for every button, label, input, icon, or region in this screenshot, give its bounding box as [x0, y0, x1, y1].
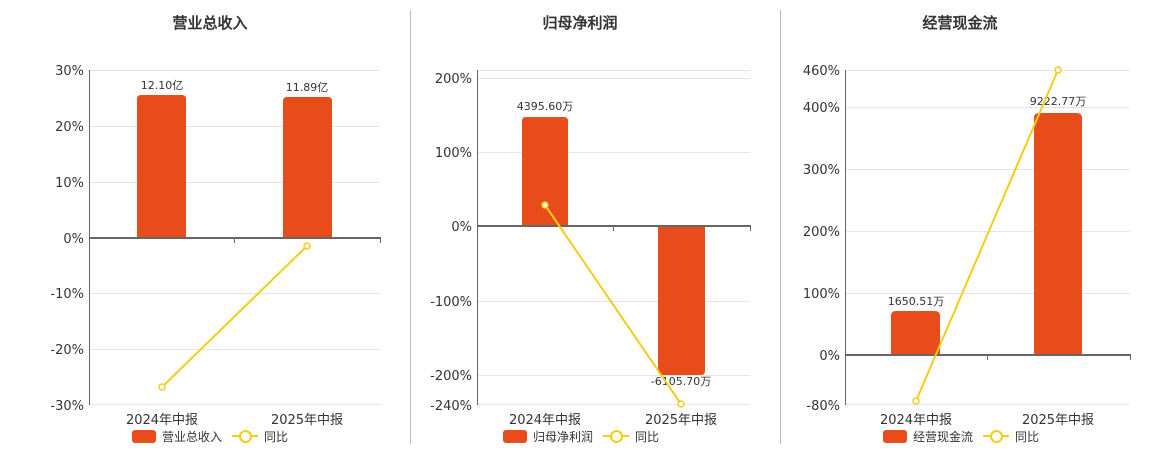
- bar-2024: [891, 311, 940, 355]
- panel-divider: [410, 10, 411, 444]
- chart-legend[interactable]: 归母净利润 同比: [503, 427, 659, 445]
- bar-value-label: 4395.60万: [517, 100, 574, 113]
- chart-panel-revenue: 营业总收入 30% 20% 10% 0% -10% -20% -30% 12.1…: [0, 0, 400, 450]
- y-tick: -10%: [50, 287, 84, 302]
- legend-line-swatch-icon: [232, 429, 259, 443]
- bar-value-label: 9222.77万: [1030, 95, 1087, 108]
- x-label: 2025年中报: [271, 413, 343, 428]
- bar-2025: [1034, 113, 1082, 355]
- x-label: 2025年中报: [645, 413, 717, 428]
- legend-bar-swatch: [503, 429, 527, 443]
- legend-line-swatch-icon: [983, 429, 1010, 443]
- legend-line-label[interactable]: 同比: [264, 429, 289, 444]
- legend-bar-swatch: [132, 429, 156, 443]
- bar-2025: [658, 226, 705, 375]
- y-tick: 0%: [819, 349, 840, 364]
- chart-title: 经营现金流: [922, 14, 998, 32]
- chart-canvas: 30% 20% 10% 0% -10% -20% -30% 12.10亿 11.…: [50, 64, 381, 428]
- y-tick: -240%: [430, 399, 472, 414]
- bar-2024: [522, 117, 568, 226]
- y-tick: 100%: [803, 287, 840, 302]
- bar-value-label: -6105.70万: [651, 375, 711, 388]
- y-tick: 200%: [803, 225, 840, 240]
- y-tick: 200%: [435, 72, 472, 87]
- yoy-line: [915, 69, 1059, 402]
- x-label: 2025年中报: [1022, 413, 1094, 428]
- bar-2024: [137, 95, 186, 238]
- bar-2025: [283, 97, 332, 238]
- y-tick: -80%: [806, 399, 840, 414]
- legend-line-label[interactable]: 同比: [635, 429, 660, 444]
- y-tick: -20%: [50, 343, 84, 358]
- legend-line-swatch-icon: [603, 429, 630, 443]
- legend-bar-swatch: [883, 429, 907, 443]
- yoy-line: [161, 245, 308, 388]
- y-tick: -30%: [50, 399, 84, 414]
- y-tick: 400%: [803, 101, 840, 116]
- y-tick: 30%: [55, 64, 84, 79]
- y-tick: 10%: [55, 176, 84, 191]
- panel-divider: [780, 10, 781, 444]
- bar-value-label: 12.10亿: [141, 79, 184, 92]
- y-tick: 300%: [803, 163, 840, 178]
- y-tick: 0%: [63, 232, 84, 247]
- y-tick: 0%: [451, 220, 472, 235]
- legend-bar-label[interactable]: 经营现金流: [913, 429, 974, 444]
- legend-bar-label[interactable]: 归母净利润: [533, 429, 594, 444]
- legend-line-label[interactable]: 同比: [1015, 429, 1040, 444]
- x-label: 2024年中报: [126, 413, 198, 428]
- chart-panel-net-profit: 归母净利润 200% 100% 0% -100% -200% -240% 439…: [430, 14, 751, 445]
- bar-value-label: 1650.51万: [888, 295, 945, 308]
- yoy-line: [544, 204, 682, 405]
- chart-title: 归母净利润: [542, 14, 618, 32]
- y-tick: 20%: [55, 120, 84, 135]
- chart-legend[interactable]: 营业总收入 同比: [132, 427, 288, 445]
- x-label: 2024年中报: [880, 413, 952, 428]
- legend-bar-label[interactable]: 营业总收入: [162, 429, 223, 444]
- bar-value-label: 11.89亿: [286, 81, 329, 94]
- chart-title: 营业总收入: [172, 14, 248, 32]
- y-tick: 460%: [803, 64, 840, 79]
- y-tick: 100%: [435, 146, 472, 161]
- chart-canvas: 200% 100% 0% -100% -200% -240% 4395.60万 …: [430, 70, 751, 428]
- y-tick: -200%: [430, 369, 472, 384]
- chart-legend[interactable]: 经营现金流 同比: [883, 427, 1039, 445]
- x-label: 2024年中报: [509, 413, 581, 428]
- y-tick: -100%: [430, 295, 472, 310]
